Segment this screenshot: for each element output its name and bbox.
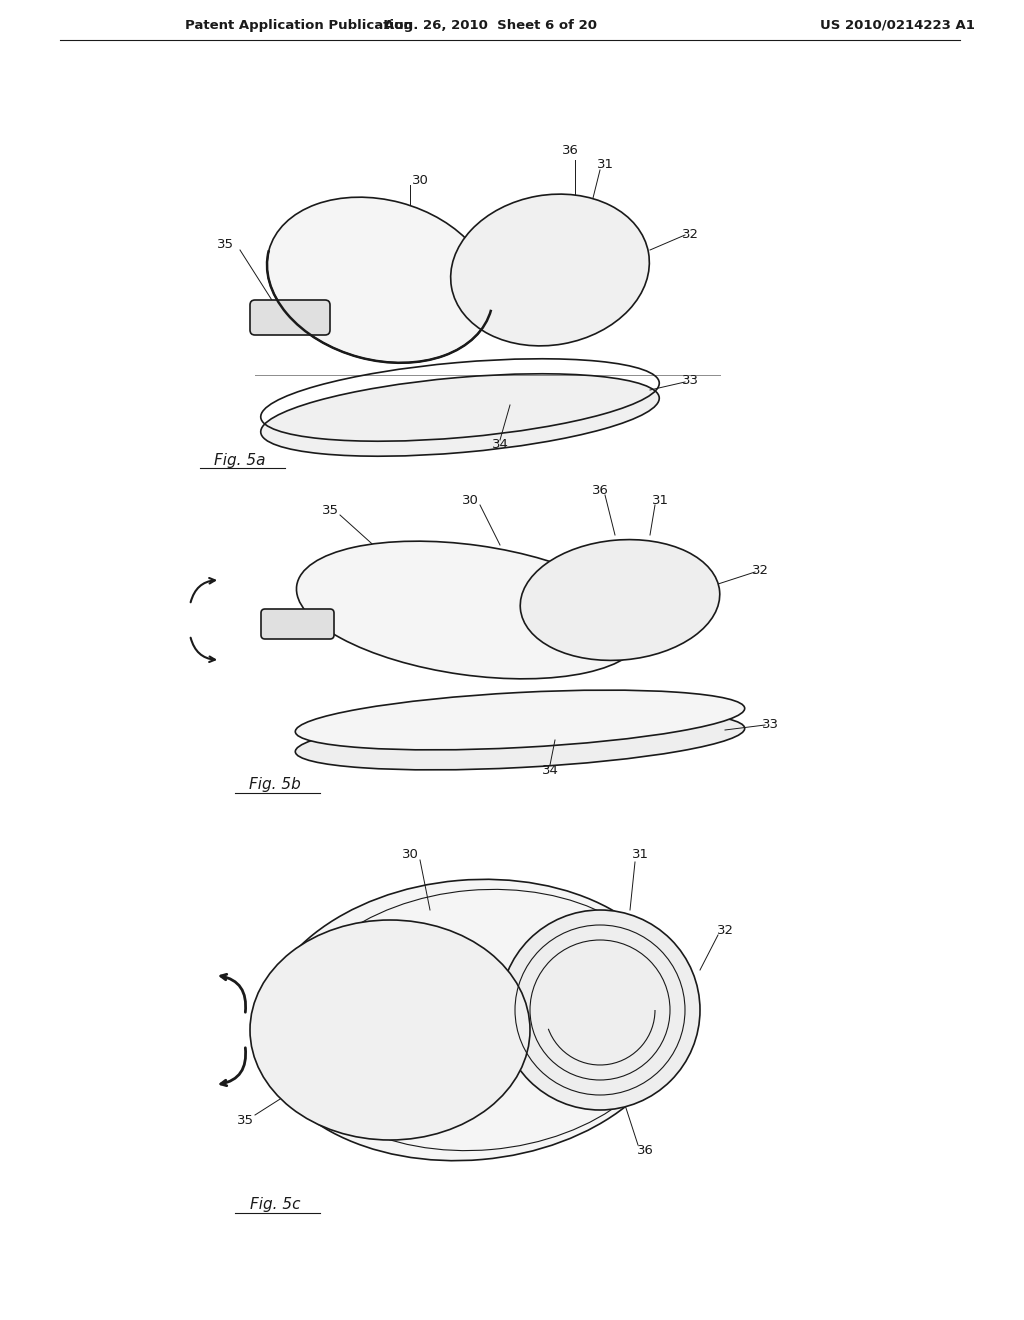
- Text: Fig. 5b: Fig. 5b: [249, 777, 301, 792]
- Ellipse shape: [295, 710, 744, 770]
- Ellipse shape: [577, 565, 683, 606]
- Text: 32: 32: [717, 924, 733, 936]
- Text: 30: 30: [401, 849, 419, 862]
- Text: 34: 34: [542, 763, 558, 776]
- Text: 33: 33: [682, 374, 698, 387]
- Text: 36: 36: [637, 1143, 653, 1156]
- Ellipse shape: [295, 690, 744, 750]
- Text: 36: 36: [561, 144, 579, 157]
- FancyBboxPatch shape: [261, 609, 334, 639]
- Ellipse shape: [451, 194, 649, 346]
- Ellipse shape: [513, 210, 627, 271]
- Text: Fig. 5a: Fig. 5a: [214, 453, 266, 467]
- Ellipse shape: [500, 909, 700, 1110]
- Text: Aug. 26, 2010  Sheet 6 of 20: Aug. 26, 2010 Sheet 6 of 20: [384, 18, 597, 32]
- Text: Fig. 5c: Fig. 5c: [250, 1197, 300, 1213]
- Text: 32: 32: [752, 564, 768, 577]
- Text: 36: 36: [592, 483, 608, 496]
- Ellipse shape: [250, 920, 530, 1140]
- Ellipse shape: [261, 374, 659, 457]
- Text: 30: 30: [412, 173, 428, 186]
- Ellipse shape: [520, 540, 720, 660]
- Text: 31: 31: [632, 849, 648, 862]
- Text: 35: 35: [216, 239, 233, 252]
- Text: 35: 35: [237, 1114, 254, 1126]
- Text: 35: 35: [322, 503, 339, 516]
- Ellipse shape: [267, 197, 493, 363]
- Ellipse shape: [260, 879, 680, 1160]
- Text: US 2010/0214223 A1: US 2010/0214223 A1: [820, 18, 975, 32]
- Text: 34: 34: [492, 438, 509, 451]
- Text: 30: 30: [462, 494, 478, 507]
- Text: 31: 31: [597, 158, 613, 172]
- Ellipse shape: [297, 541, 643, 678]
- Text: 32: 32: [682, 228, 698, 242]
- Text: 31: 31: [651, 494, 669, 507]
- FancyBboxPatch shape: [250, 300, 330, 335]
- Text: 33: 33: [762, 718, 778, 731]
- Text: Patent Application Publication: Patent Application Publication: [185, 18, 413, 32]
